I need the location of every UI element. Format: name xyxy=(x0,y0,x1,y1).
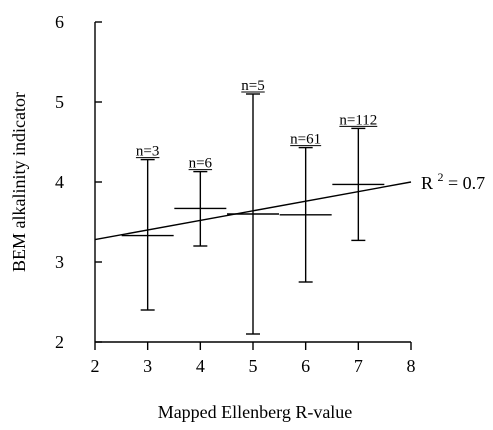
y-tick-label: 5 xyxy=(55,92,64,112)
y-tick-label: 6 xyxy=(55,12,64,32)
x-tick-label: 8 xyxy=(407,356,416,376)
x-tick-label: 5 xyxy=(249,356,258,376)
x-tick-label: 7 xyxy=(354,356,363,376)
n-label: n=5 xyxy=(241,78,264,94)
x-tick-label: 4 xyxy=(196,356,205,376)
y-tick-label: 2 xyxy=(55,332,64,352)
r-squared-label: R 2 = 0.7 xyxy=(421,165,485,193)
axes: 2 3 4 5 6 2 3 4 5 6 7 8 xyxy=(55,12,416,376)
n-label: n=6 xyxy=(189,156,213,172)
x-tick-label: 6 xyxy=(301,356,310,376)
r-squared-value: = 0.7 xyxy=(448,173,485,193)
n-label: n=61 xyxy=(290,132,321,148)
chart-marks: n=3 n=6 n=5 n=61 n=112 xyxy=(94,78,412,335)
x-tick-label: 3 xyxy=(143,356,152,376)
r-squared-sup: 2 xyxy=(438,170,444,184)
n-label: n=112 xyxy=(339,112,377,128)
y-axis-title: BEM alkalinity indicator xyxy=(9,92,29,272)
y-tick-label: 3 xyxy=(55,252,64,272)
x-tick-label: 2 xyxy=(91,356,100,376)
r-squared-r: R xyxy=(421,173,433,193)
y-tick-label: 4 xyxy=(55,172,64,192)
n-label: n=3 xyxy=(136,144,159,160)
x-axis-title: Mapped Ellenberg R-value xyxy=(158,402,353,422)
